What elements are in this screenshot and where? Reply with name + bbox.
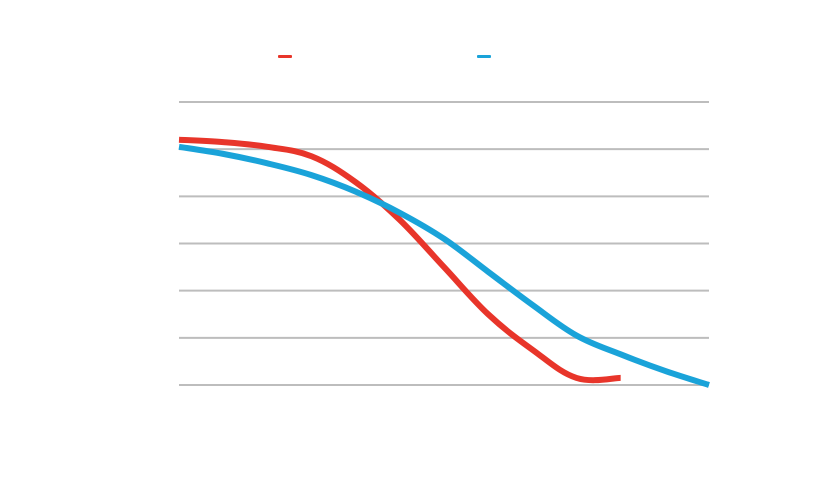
legend-swatch-series-2	[477, 54, 491, 58]
legend-item-series-1	[278, 46, 300, 66]
series-lines	[178, 136, 710, 388]
legend-item-series-2	[477, 46, 499, 66]
legend-swatch-series-1	[278, 54, 292, 58]
legend	[0, 46, 814, 66]
gridlines	[179, 101, 709, 386]
series-line-2	[178, 143, 710, 388]
series-line-1	[178, 136, 621, 384]
